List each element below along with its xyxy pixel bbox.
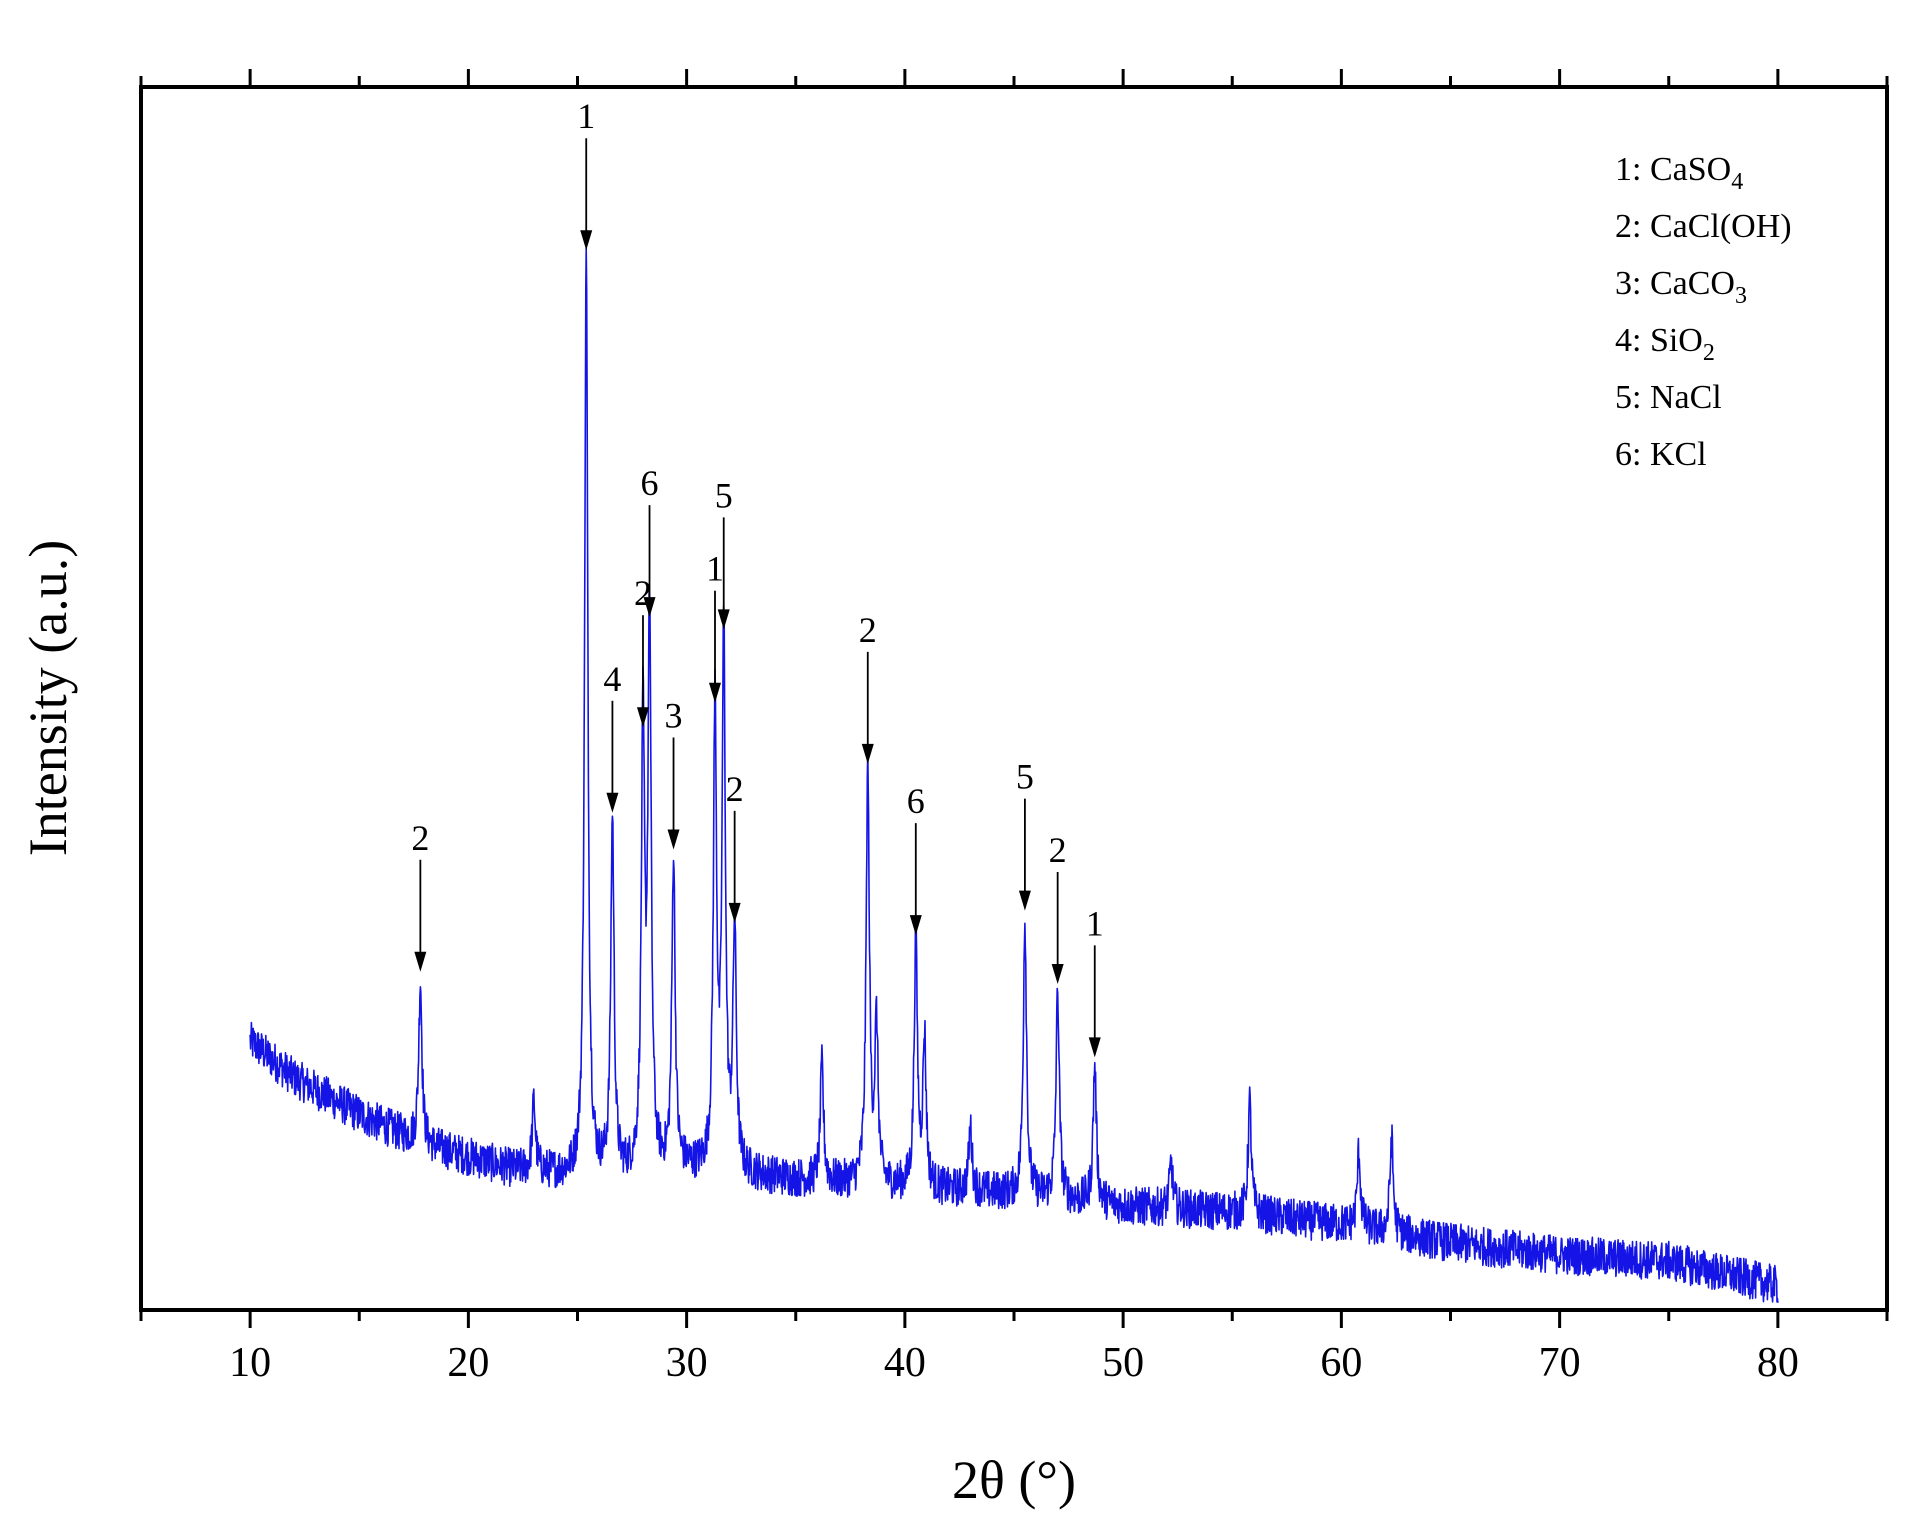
peak-annotation: 2 xyxy=(1049,830,1067,985)
arrow-head xyxy=(414,951,427,972)
peak-label: 3 xyxy=(665,695,683,735)
x-tick-label: 30 xyxy=(666,1340,708,1386)
x-tick-label: 50 xyxy=(1102,1340,1144,1386)
peak-label: 6 xyxy=(907,781,925,821)
arrow-head xyxy=(1018,890,1031,911)
arrow-head xyxy=(861,743,874,764)
arrow-head xyxy=(580,230,593,251)
arrow-head xyxy=(717,609,730,630)
peak-label: 4 xyxy=(603,659,621,699)
arrow-head xyxy=(667,829,680,850)
arrow-head xyxy=(708,682,721,703)
legend-entry: 6: KCl xyxy=(1615,436,1707,473)
peak-label: 1 xyxy=(577,96,595,136)
legend-entry: 3: CaCO3 xyxy=(1615,265,1747,309)
peak-annotation: 2 xyxy=(411,818,429,972)
y-axis-title: Intensity (a.u.) xyxy=(18,540,78,856)
peak-label: 1 xyxy=(706,549,724,589)
x-axis-tick-labels: 10 20 30 40 50 60 70 80 xyxy=(229,1340,1799,1386)
peak-label: 5 xyxy=(715,475,733,515)
peak-annotation: 2 xyxy=(859,610,877,764)
x-tick-label: 40 xyxy=(884,1340,926,1386)
x-tick-label: 70 xyxy=(1539,1340,1581,1386)
x-axis-ticks xyxy=(139,69,1889,1328)
x-tick-label: 20 xyxy=(447,1340,489,1386)
peak-annotation: 1 xyxy=(706,549,724,703)
peak-annotation: 3 xyxy=(665,695,683,850)
legend-entry: 2: CaCl(OH) xyxy=(1615,208,1792,245)
x-tick-label: 80 xyxy=(1757,1340,1799,1386)
peak-annotation: 4 xyxy=(603,659,621,813)
legend-entry: 1: CaSO4 xyxy=(1615,151,1743,195)
legend-entry: 4: SiO2 xyxy=(1615,322,1715,366)
peak-label: 2 xyxy=(859,610,877,650)
peak-annotation: 6 xyxy=(641,463,659,618)
arrow-head xyxy=(909,915,922,936)
peak-annotation: 1 xyxy=(577,96,595,251)
peak-label: 2 xyxy=(411,818,429,858)
peak-annotation: 1 xyxy=(1086,903,1104,1058)
peak-label: 6 xyxy=(641,463,659,503)
peak-annotation: 5 xyxy=(1016,757,1034,911)
peak-annotation: 6 xyxy=(907,781,925,936)
peak-label: 2 xyxy=(726,769,744,809)
arrow-head xyxy=(1051,964,1064,985)
legend-entry: 5: NaCl xyxy=(1615,379,1722,416)
arrow-head xyxy=(606,792,619,813)
x-tick-label: 10 xyxy=(229,1340,271,1386)
peak-label: 1 xyxy=(1086,903,1104,943)
peak-annotation: 5 xyxy=(715,475,733,630)
arrow-head xyxy=(1088,1037,1101,1058)
xrd-pattern-line xyxy=(249,247,1779,1303)
peak-annotation: 2 xyxy=(726,769,744,923)
arrow-head xyxy=(643,597,656,618)
peak-label: 5 xyxy=(1016,757,1034,797)
x-axis-title: 2θ (°) xyxy=(952,1450,1076,1510)
arrow-head xyxy=(636,707,649,728)
peak-label: 2 xyxy=(1049,830,1067,870)
legend: 1: CaSO4 2: CaCl(OH) 3: CaCO3 4: SiO2 5: NaC… xyxy=(1615,151,1792,473)
arrow-head xyxy=(728,902,741,923)
x-tick-label: 60 xyxy=(1320,1340,1362,1386)
